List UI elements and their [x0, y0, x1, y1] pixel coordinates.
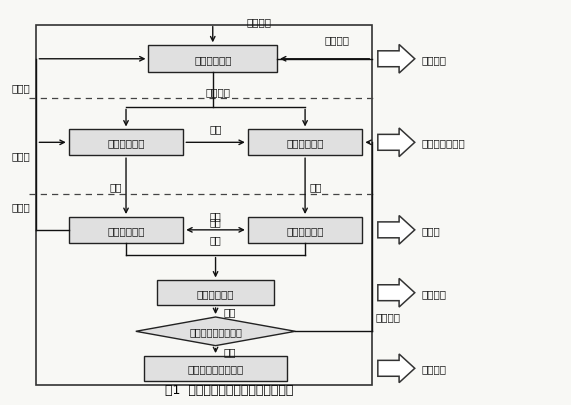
- Text: 领域框架集成: 领域框架集成: [197, 288, 234, 298]
- Text: 转化: 转化: [309, 181, 322, 192]
- FancyBboxPatch shape: [157, 281, 274, 305]
- Text: 引用: 引用: [210, 210, 222, 220]
- FancyBboxPatch shape: [148, 46, 277, 73]
- Text: 领域模型: 领域模型: [421, 55, 447, 65]
- Text: 开发: 开发: [210, 124, 222, 134]
- Text: 原型评价与重构验证: 原型评价与重构验证: [189, 326, 242, 337]
- Text: 应用需求: 应用需求: [246, 17, 271, 27]
- Text: 构架／构件模型: 构架／构件模型: [421, 138, 465, 148]
- Polygon shape: [136, 317, 295, 346]
- Text: 演化: 演化: [210, 217, 222, 227]
- FancyBboxPatch shape: [144, 356, 287, 381]
- Polygon shape: [378, 129, 415, 157]
- Text: 领域构件实现: 领域构件实现: [286, 225, 324, 235]
- Text: 图1  基于软件开发工作流的过程模型: 图1 基于软件开发工作流的过程模型: [166, 383, 293, 396]
- Text: 可用: 可用: [224, 346, 236, 356]
- Text: 领域构架设计: 领域构架设计: [107, 138, 145, 148]
- Text: 物理层: 物理层: [11, 201, 30, 211]
- Text: 知识提取: 知识提取: [206, 87, 231, 97]
- Text: 概念层: 概念层: [11, 83, 30, 93]
- Text: 分析精化: 分析精化: [325, 35, 349, 45]
- Text: 模拟: 模拟: [224, 306, 236, 316]
- Text: 例化: 例化: [210, 235, 222, 245]
- Polygon shape: [378, 45, 415, 74]
- FancyBboxPatch shape: [248, 130, 363, 156]
- Text: 领域构件设计: 领域构件设计: [286, 138, 324, 148]
- Text: 领域需求分析: 领域需求分析: [194, 55, 231, 65]
- FancyBboxPatch shape: [69, 130, 183, 156]
- Text: 应用原型: 应用原型: [421, 288, 447, 298]
- Polygon shape: [378, 354, 415, 383]
- Text: 构件库: 构件库: [421, 225, 440, 235]
- Text: 逻辑层: 逻辑层: [11, 151, 30, 161]
- Text: 目标系统: 目标系统: [421, 363, 447, 373]
- Text: 系统构件维护: 系统构件维护: [107, 225, 145, 235]
- Text: 重用: 重用: [109, 181, 122, 192]
- Text: 设计优化: 设计优化: [375, 311, 400, 322]
- Text: 系统封装与规范生成: 系统封装与规范生成: [187, 363, 244, 373]
- FancyBboxPatch shape: [69, 217, 183, 243]
- Polygon shape: [378, 216, 415, 245]
- Polygon shape: [378, 279, 415, 307]
- FancyBboxPatch shape: [248, 217, 363, 243]
